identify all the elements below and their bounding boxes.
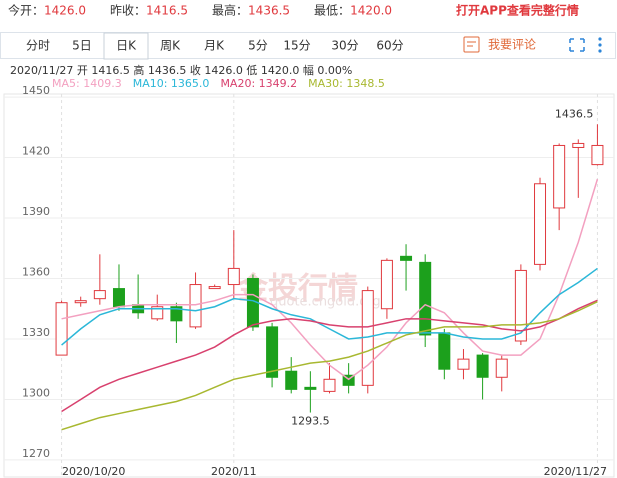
header-value: 1420.0 [350, 4, 392, 18]
candle-body [93, 290, 106, 300]
candle-body [323, 378, 336, 392]
header-value: 1426.0 [44, 4, 86, 18]
candle-body [476, 354, 489, 378]
candle-body [457, 358, 470, 370]
x-tick-label: 2020/11/27 [544, 465, 607, 478]
comment-button[interactable]: 我要评论 [488, 38, 536, 52]
tab[interactable]: 5日 [72, 39, 92, 53]
candle-body [514, 269, 527, 342]
annotation: 1293.5 [291, 415, 330, 428]
legend-entry: MA30: 1348.5 [308, 77, 385, 90]
candle-body [266, 326, 279, 378]
candle-body [400, 255, 413, 261]
candle-body [208, 286, 221, 290]
tab[interactable]: 月K [204, 39, 225, 53]
ma-line [61, 299, 598, 413]
header-label: 今开： [8, 3, 44, 18]
x-tick-label: 2020/10/20 [62, 465, 125, 478]
legend-entry: MA10: 1365.0 [133, 77, 210, 90]
candle-body [534, 183, 547, 265]
candle-body [112, 288, 125, 308]
tab[interactable]: 15分 [283, 39, 310, 53]
y-tick-label: 1390 [22, 205, 50, 218]
legend-entry: MA20: 1349.2 [220, 77, 297, 90]
candle-body [285, 370, 298, 390]
tab[interactable]: 日K [116, 39, 137, 53]
watermark-url: quote.cngold.org [270, 295, 381, 310]
candle-body [227, 267, 240, 286]
x-tick-label: 2020/11 [211, 465, 257, 478]
candle-body [342, 374, 355, 386]
legend-entry: MA5: 1409.3 [52, 77, 122, 90]
tab[interactable]: 60分 [376, 39, 403, 53]
y-tick-label: 1300 [22, 386, 50, 399]
tab[interactable]: 30分 [331, 39, 358, 53]
tab[interactable]: 5分 [248, 39, 268, 53]
info-line: 2020/11/27 开 1416.5 高 1436.5 收 1426.0 低 … [10, 63, 352, 77]
y-tick-label: 1450 [22, 84, 50, 97]
candle-body [495, 358, 508, 378]
header-label: 最高： [212, 3, 248, 18]
candle-body [591, 144, 604, 166]
candle-body [189, 284, 202, 328]
header-label: 最低： [314, 4, 350, 18]
settings-icon[interactable] [598, 37, 602, 53]
y-tick-label: 1270 [22, 447, 50, 460]
ma-line [61, 178, 599, 381]
candle-body [170, 306, 183, 322]
header-label: 昨收： [110, 4, 146, 18]
candle-body [151, 306, 164, 320]
comment-icon-lines [467, 41, 476, 47]
plot-frame [3, 93, 615, 478]
y-tick-label: 1330 [22, 326, 50, 339]
ma-line [61, 267, 598, 346]
candle-body [74, 300, 87, 304]
header-value: 1416.5 [146, 4, 188, 18]
annotation: 1436.5 [555, 107, 594, 120]
header-value: 1436.5 [248, 4, 290, 18]
y-tick-label: 1360 [22, 266, 50, 279]
candle-body [419, 261, 432, 336]
candle-body [438, 332, 451, 370]
tab[interactable]: 周K [160, 39, 181, 53]
tab[interactable]: 分时 [26, 39, 50, 53]
comment-icon[interactable] [463, 36, 480, 53]
y-tick-label: 1420 [22, 145, 50, 158]
candle-body [55, 302, 68, 356]
ma-line [61, 301, 598, 431]
candle-body [553, 144, 566, 209]
tab-selected [103, 32, 149, 60]
fullscreen-icon[interactable] [569, 38, 585, 52]
candle-body [304, 386, 317, 390]
candle-body [380, 259, 393, 310]
candle-body [572, 142, 585, 148]
app-link[interactable]: 打开APP查看完整行情 [456, 3, 579, 18]
tab-bar [0, 32, 616, 59]
